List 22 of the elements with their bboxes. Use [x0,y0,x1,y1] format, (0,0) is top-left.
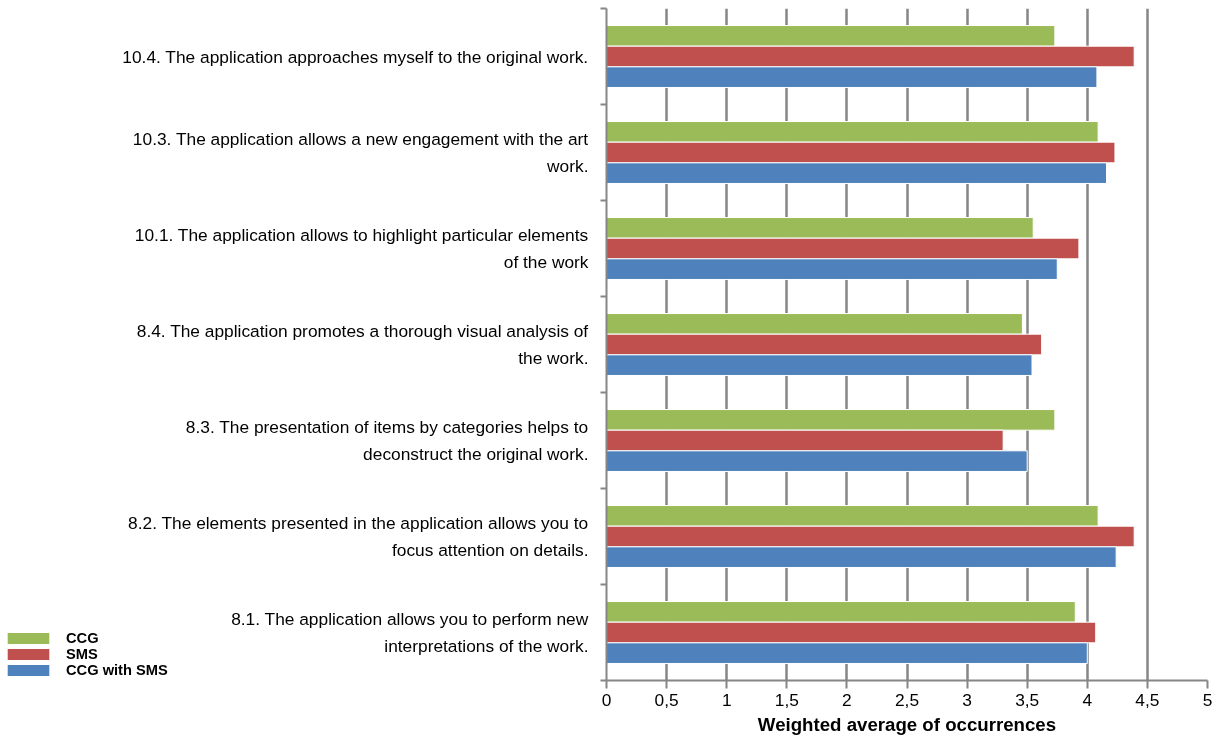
x-axis-title: Weighted average of occurrences [757,713,1057,735]
legend-label: CCG with SMS [66,662,168,678]
x-tick-label: 2 [842,689,852,710]
y-tick-label: 8.4. The application promotes a thorough visual analysis of the work. [136,321,589,368]
x-tick-label: 4 [1082,689,1093,710]
y-tick-label: 10.3. The application allows a new engagement with the art work. [132,129,589,176]
y-tick-label: 8.3. The presentation of items by categories helps to deconstruct the original work. [185,417,589,464]
legend-label: CCG [66,630,99,646]
x-tick-label: 0,5 [654,689,679,710]
x-tick-label: 1,5 [774,689,799,710]
legend-label: SMS [66,646,98,662]
y-tick-label: 10.4. The application approaches myself to the original work. [122,46,589,67]
x-tick-label: 2,5 [894,689,920,710]
y-tick-label: 10.1. The application allows to highlight particular elements of the work [134,225,589,272]
x-tick-label: 3 [962,689,972,710]
x-tick-label: 3,5 [1015,689,1040,710]
x-tick-label: 1 [721,689,732,710]
y-tick-label: 8.2. The elements presented in the application allows you to focus attention on details. [128,513,589,560]
x-tick-label: 0 [601,689,612,710]
x-tick-label: 5 [1202,689,1213,710]
x-tick-label: 4,5 [1135,689,1160,710]
y-tick-label: 8.1. The application allows you to perform new interpretations of the work. [231,609,589,656]
